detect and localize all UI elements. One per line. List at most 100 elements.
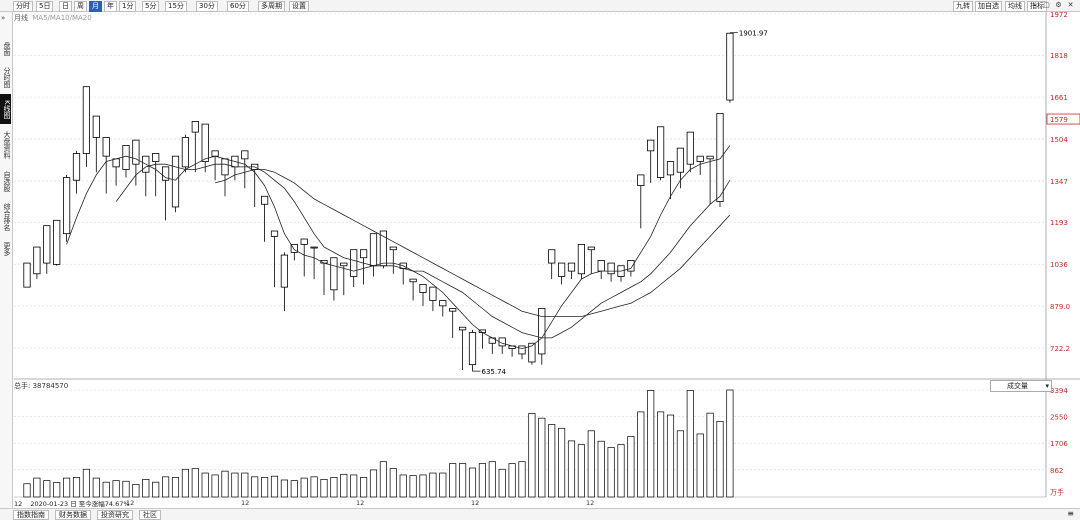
volume-axis-label: 1706 bbox=[1050, 440, 1068, 448]
candle-body bbox=[657, 126, 665, 178]
sidebar-item-4[interactable]: 自选股 bbox=[3, 170, 11, 192]
period-button-2[interactable]: 日 bbox=[59, 1, 72, 12]
ma-legend: MA5/MA10/MA20 bbox=[32, 14, 92, 22]
sidebar-item-0[interactable]: 盘面 bbox=[3, 42, 11, 56]
volume-bar bbox=[231, 472, 239, 498]
volume-bar bbox=[647, 390, 655, 498]
period-button-4[interactable]: 月 bbox=[89, 1, 102, 12]
candle-body bbox=[181, 137, 189, 168]
candle-body bbox=[53, 219, 61, 265]
candle-body bbox=[488, 337, 496, 344]
ma5-line bbox=[66, 145, 731, 350]
volume-bar bbox=[92, 477, 100, 498]
x-tick-label: 12 bbox=[241, 499, 249, 507]
candle-body bbox=[201, 123, 209, 162]
candle-body bbox=[270, 230, 279, 237]
volume-bar bbox=[657, 411, 665, 498]
tool-button-0[interactable]: 九转 bbox=[953, 1, 973, 12]
period-button-1[interactable]: 5日 bbox=[36, 1, 54, 12]
expand-icon[interactable]: ≡ bbox=[1067, 509, 1074, 518]
volume-bar bbox=[330, 477, 338, 498]
volume-bar bbox=[270, 475, 279, 498]
period-button-8[interactable]: 15分 bbox=[165, 1, 187, 12]
candle-body bbox=[379, 230, 388, 267]
price-axis-label: 1504 bbox=[1050, 136, 1068, 144]
chevron-down-icon: ▾ bbox=[1045, 382, 1049, 390]
volume-axis-label: 万手 bbox=[1050, 488, 1064, 497]
toolbar: 分时 5日日周月年 1分 5分 15分 30分 60分 多周期 设置 九转 加自选 均线 指标 – ▢… bbox=[0, 0, 1080, 12]
settings-icon[interactable]: ⚙ bbox=[1055, 1, 1062, 9]
candle-body bbox=[43, 225, 51, 264]
volume-bar bbox=[558, 427, 566, 498]
restore-icon[interactable]: ▢ bbox=[1043, 1, 1050, 9]
high-price-label: 1901.97 bbox=[739, 30, 768, 38]
volume-bar bbox=[112, 480, 120, 498]
candlesticks bbox=[23, 32, 734, 372]
sidebar-item-6[interactable]: 更多 bbox=[3, 242, 11, 256]
x-tick-label: 12 bbox=[471, 499, 479, 507]
candle-body bbox=[251, 163, 259, 170]
candle-body bbox=[627, 260, 635, 272]
period-button-10[interactable]: 60分 bbox=[227, 1, 249, 12]
candle-body bbox=[389, 246, 397, 251]
minimize-icon[interactable]: – bbox=[1032, 1, 1037, 9]
candle-body bbox=[439, 300, 447, 307]
volume-bar bbox=[181, 468, 189, 498]
volume-bar bbox=[696, 433, 704, 498]
candle-body bbox=[260, 195, 269, 205]
period-button-0[interactable]: 分时 bbox=[13, 1, 33, 12]
candle-body bbox=[468, 332, 477, 366]
volume-bar bbox=[706, 412, 714, 498]
sidebar-item-2[interactable]: K线图 bbox=[0, 94, 11, 124]
period-button-3[interactable]: 周 bbox=[74, 1, 87, 12]
price-axis-label: 1818 bbox=[1050, 52, 1068, 60]
volume-bar bbox=[221, 470, 229, 498]
price-axis-label: 1661 bbox=[1050, 94, 1068, 102]
candle-body bbox=[666, 161, 675, 176]
price-axis-label: 722.2 bbox=[1050, 345, 1070, 353]
period-button-5[interactable]: 年 bbox=[104, 1, 117, 12]
candle-body bbox=[419, 284, 427, 293]
range-change-text: 2020-01-23 日 至今涨幅74.67% bbox=[30, 500, 130, 508]
sidebar-collapse-icon[interactable]: » bbox=[1, 14, 6, 22]
period-button-6[interactable]: 1分 bbox=[119, 1, 137, 12]
volume-bar bbox=[567, 440, 576, 498]
sidebar-item-1[interactable]: 分时图 bbox=[3, 66, 11, 88]
volume-bar bbox=[379, 461, 387, 498]
sidebar-item-3[interactable]: 大盘资料 bbox=[3, 131, 11, 159]
period-button-12[interactable]: 设置 bbox=[289, 1, 309, 12]
volume-bar bbox=[389, 468, 397, 498]
volume-axis-label: 862 bbox=[1050, 467, 1063, 475]
volume-bar bbox=[152, 481, 160, 498]
period-button-9[interactable]: 30分 bbox=[196, 1, 218, 12]
ma10-line bbox=[115, 163, 731, 339]
tool-button-3[interactable]: 指标 bbox=[1027, 1, 1047, 12]
tool-button-2[interactable]: 均线 bbox=[1005, 1, 1025, 12]
period-button-11[interactable]: 多周期 bbox=[258, 1, 285, 12]
volume-bar bbox=[666, 414, 675, 498]
sidebar-item-5[interactable]: 综合排名 bbox=[3, 203, 11, 231]
volume-bar bbox=[399, 474, 407, 498]
volume-indicator-select[interactable]: 成交量 ▾ bbox=[990, 380, 1052, 392]
close-icon[interactable]: ✕ bbox=[1067, 1, 1074, 9]
volume-bar bbox=[72, 477, 81, 498]
volume-bar bbox=[419, 474, 427, 498]
candle-body bbox=[548, 249, 556, 264]
candle-body bbox=[82, 86, 90, 154]
period-button-7[interactable]: 5分 bbox=[142, 1, 160, 12]
candle-body bbox=[696, 155, 704, 162]
volume-bar bbox=[63, 477, 71, 498]
candle-body bbox=[359, 249, 368, 259]
candle-body bbox=[350, 249, 358, 277]
candle-body bbox=[23, 262, 31, 288]
price-axis: 1972 1818 1661 1504 1347 1193 1036 879.0 722.2 15… bbox=[126, 11, 1080, 507]
volume-axis-label: 2550 bbox=[1050, 414, 1068, 422]
candle-body bbox=[231, 155, 239, 168]
candle-body bbox=[132, 139, 140, 165]
candle-body bbox=[221, 158, 229, 176]
tool-button-1[interactable]: 加自选 bbox=[975, 1, 1002, 12]
volume-bar bbox=[577, 444, 585, 498]
price-axis-label: 1193 bbox=[1050, 219, 1068, 227]
volume-bar bbox=[508, 463, 516, 498]
